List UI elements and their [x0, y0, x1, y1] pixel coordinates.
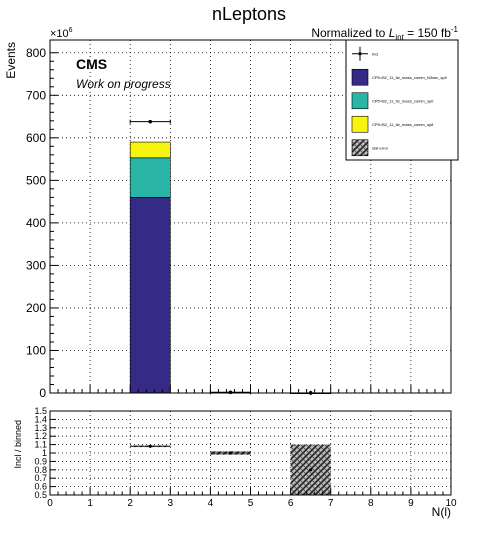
- lumi-label: Normalized to Lint = 150 fb-1: [311, 25, 458, 42]
- ratio-y-tick-label: 1.2: [34, 431, 47, 441]
- main-y-axis-label: Events: [4, 42, 18, 79]
- ratio-y-ticks: 0.50.60.70.80.911.11.21.31.41.5: [34, 406, 56, 500]
- legend-swatch: [351, 92, 369, 110]
- ratio-x-tick-label: 3: [168, 498, 174, 509]
- y-tick-label: 600: [26, 131, 46, 145]
- stacked-bars: [129, 141, 332, 394]
- legend-label: stat error: [372, 145, 389, 150]
- ratio-x-tick-label: 7: [328, 498, 334, 509]
- ratio-x-ticks: 0 1 2 3 4 5 6 7 8 9 10: [47, 488, 457, 509]
- main-y-ticks: 0 100 200 300 400 500 600 700 800: [26, 46, 58, 400]
- y-tick-label: 200: [26, 301, 46, 315]
- cms-sublabel: Work on progress: [76, 77, 171, 91]
- ratio-y-tick-label: 0.6: [34, 482, 47, 492]
- legend-hatch-swatch: [351, 139, 369, 157]
- legend-label: CP5=B2_11_ttz_mass_comm_sp8: [372, 122, 434, 127]
- ratio-y-tick-label: 1: [42, 448, 47, 458]
- y-tick-label: 400: [26, 216, 46, 230]
- legend-label: Incl: [372, 51, 378, 56]
- main-x-ticks: [49, 385, 452, 393]
- ratio-x-tick-label: 4: [208, 498, 214, 509]
- data-point: [148, 119, 153, 124]
- y-tick-label: 100: [26, 343, 46, 357]
- x-axis-label: N(l): [432, 505, 451, 519]
- ratio-points: [130, 444, 313, 472]
- ratio-y-axis-label: Incl / binned: [13, 420, 23, 469]
- data-point: [228, 390, 233, 395]
- cms-label: CMS: [76, 56, 107, 72]
- y-tick-label: 800: [26, 46, 46, 60]
- ratio-x-tick-label: 2: [127, 498, 133, 509]
- ratio-y-tick-label: 1.4: [34, 414, 47, 424]
- ratio-x-tick-label: 10: [445, 498, 457, 509]
- y-tick-label: 500: [26, 173, 46, 187]
- ratio-y-tick-label: 0.9: [34, 456, 47, 466]
- y-tick-label: 700: [26, 88, 46, 102]
- legend-swatch: [351, 68, 369, 86]
- ratio-point: [228, 451, 233, 455]
- stack-bar-series-2: [129, 141, 171, 159]
- main-panel: 0 100 200 300 400 500 600 700 800: [26, 39, 452, 400]
- y-tick-label: 0: [39, 386, 46, 400]
- ratio-y-tick-label: 1.1: [34, 440, 47, 450]
- legend: Incl CP5=B2_11_ttz_mass_comm_N3sec_sp0 CP5…: [345, 39, 459, 161]
- ratio-x-tick-label: 1: [87, 498, 93, 509]
- legend-marker: [358, 52, 362, 56]
- ratio-y-tick-label: 0.8: [34, 465, 47, 475]
- y-multiplier: ×106: [50, 27, 73, 40]
- ratio-x-tick-label: 6: [288, 498, 294, 509]
- ratio-y-tick-label: 1.3: [34, 423, 47, 433]
- ratio-point: [148, 444, 152, 448]
- stack-bar-series-1: [129, 157, 171, 198]
- chart-title: nLeptons: [212, 4, 286, 24]
- stack-bar-series-0: [129, 197, 171, 394]
- ratio-y-tick-label: 0.7: [34, 473, 47, 483]
- legend-label: CP5=B2_11_ttz_mass_comm_N3sec_sp0: [372, 75, 448, 80]
- legend-label: CP5=B2_11_ttz_mass_comm_sp0: [372, 98, 434, 103]
- ratio-y-tick-label: 0.5: [34, 490, 47, 500]
- legend-swatch: [351, 115, 369, 133]
- y-tick-label: 300: [26, 258, 46, 272]
- ratio-y-tick-label: 1.5: [34, 406, 47, 416]
- ratio-point: [309, 468, 313, 472]
- ratio-x-tick-label: 9: [408, 498, 414, 509]
- ratio-x-tick-label: 5: [248, 498, 254, 509]
- ratio-x-tick-label: 0: [47, 498, 53, 509]
- ratio-x-tick-label: 8: [368, 498, 374, 509]
